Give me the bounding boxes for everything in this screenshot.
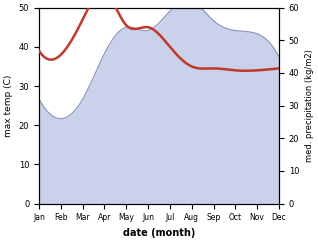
Y-axis label: max temp (C): max temp (C) bbox=[4, 75, 13, 137]
X-axis label: date (month): date (month) bbox=[123, 228, 195, 238]
Y-axis label: med. precipitation (kg/m2): med. precipitation (kg/m2) bbox=[305, 49, 314, 162]
